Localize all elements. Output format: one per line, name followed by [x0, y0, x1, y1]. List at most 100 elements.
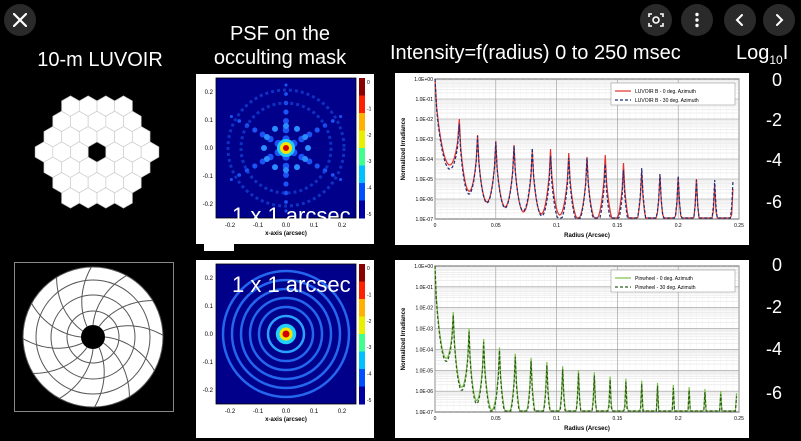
psf-x-label: x-axis (arcsec): [265, 417, 307, 423]
y-tick-label: 1.0E-05: [415, 368, 433, 374]
psf-core-red: [282, 330, 290, 338]
psf-ring-spot: [263, 156, 270, 162]
psf-spike-spot: [284, 200, 288, 204]
colorbar-band: [359, 316, 365, 335]
log-scale-top-1: -2: [765, 110, 782, 130]
chevron-right-icon: [776, 14, 784, 26]
intensity-chart-bottom-panel: 1.0E+00 1.0E-01 1.0E-02 1.0E-03 1.0E-04 1.0E-…: [395, 260, 749, 438]
x-tick-label: 0.15: [613, 223, 623, 229]
lens-button[interactable]: [640, 4, 672, 36]
aperture-spoke-6: [31, 303, 82, 338]
psf-bottom-panel: 0.2 0.1 0.0 -0.1 -0.2 -0.2 -0.1 0.0 0.1 0.2 x-axis…: [196, 260, 374, 438]
legend-label-1: Pinwheel - 30 deg. Azimuth: [635, 285, 696, 291]
legend-label-1: LUVOIR B - 30 deg. Azimuth: [635, 98, 699, 104]
previous-button[interactable]: [724, 4, 756, 36]
colorbar-tick: -3: [367, 159, 372, 165]
psf-x-tick: 0.1: [310, 223, 319, 229]
aperture-obscuration: [81, 325, 105, 349]
y-tick-label: 1.0E-05: [415, 177, 433, 183]
log-scale-bottom: 0 -2 -4 -6: [752, 255, 792, 415]
colorbar-band: [359, 281, 365, 300]
log-scale-top: 0 -2 -4 -6: [752, 70, 792, 220]
psf-x-tick: -0.1: [253, 409, 264, 415]
aperture-spoke-7: [56, 277, 83, 332]
psf-frame: [215, 263, 357, 405]
psf-ring-spot: [261, 145, 267, 151]
x-tick-label: 0.25: [734, 223, 744, 229]
psf-ring-spot: [272, 125, 278, 132]
psf-ring-spot: [263, 134, 270, 140]
psf-x-tick: -0.2: [225, 223, 236, 229]
aperture-spoke-1: [103, 342, 130, 397]
close-button[interactable]: [4, 4, 36, 36]
psf-spike-spot: [284, 83, 288, 87]
psf-heading-line2: occulting mask: [213, 47, 347, 69]
pinwheel-aperture-panel: [14, 262, 174, 412]
aperture-spoke-5: [22, 338, 83, 349]
psf-ring-spot: [305, 145, 311, 151]
psf-spike-spot: [306, 131, 313, 138]
psf-y-tick: -0.1: [203, 360, 214, 366]
colorbar-band: [359, 130, 365, 149]
log-scale-top-2: -4: [765, 150, 782, 170]
log-scale-top-0: 0: [771, 70, 782, 90]
colorbar-band: [359, 334, 365, 352]
psf-y-tick: 0.0: [205, 146, 214, 152]
psf-airy-ring-3: [257, 305, 315, 363]
psf-spike-spot: [259, 158, 266, 165]
aperture-spoke-11: [103, 325, 164, 336]
next-button[interactable]: [763, 4, 795, 36]
colorbar-band: [359, 200, 365, 219]
series-line-1: [434, 78, 734, 219]
log-scale-top-3: -6: [765, 192, 782, 212]
y-tick-label: 1.0E-03: [415, 137, 433, 143]
psf-spike-spot: [237, 119, 242, 123]
more-button[interactable]: [681, 4, 713, 36]
aperture-spoke-9: [92, 275, 127, 326]
psf-y-tick: -0.2: [203, 202, 214, 208]
psf-spike-spot: [283, 181, 289, 187]
psf-bottom-plot: 0.2 0.1 0.0 -0.1 -0.2 -0.2 -0.1 0.0 0.1 0.2 x-axis…: [203, 263, 372, 423]
psf-ring-spot: [302, 134, 309, 140]
log-prefix: Log: [736, 42, 770, 64]
colorbar-tick: -1: [367, 106, 372, 112]
psf-spike-spot: [283, 109, 289, 115]
legend-box: [610, 82, 736, 106]
psf-spike-spot: [330, 119, 335, 123]
psf-core-red: [283, 145, 289, 151]
psf-y-tick: 0.2: [205, 90, 214, 96]
psf-spike-spot: [237, 173, 242, 177]
psf-ring-spot: [294, 125, 300, 132]
y-axis-label: Normalized Irradiance: [401, 307, 407, 370]
psf-y-tick: 0.1: [205, 118, 214, 124]
x-tick-label: 0: [434, 416, 437, 422]
colorbar-band: [359, 95, 365, 114]
close-icon: [12, 12, 28, 28]
y-tick-label: 1.0E-02: [415, 306, 433, 312]
psf-spike-spot: [339, 114, 343, 119]
y-tick-label: 1.0E+00: [414, 264, 433, 270]
intensity-chart-bottom: 1.0E+00 1.0E-01 1.0E-02 1.0E-03 1.0E-04 1.0E-…: [401, 264, 744, 432]
psf-x-tick: 0.2: [338, 409, 347, 415]
colorbar-tick: 0: [367, 80, 370, 86]
chevron-left-icon: [735, 14, 743, 26]
psf-y-tick: 0.2: [205, 276, 214, 282]
more-icon: [695, 12, 699, 28]
colorbar-tick: 0: [367, 266, 370, 272]
colorbar-band: [359, 165, 365, 184]
psf-spike-spot: [229, 177, 233, 182]
colorbar-tick: -2: [367, 133, 372, 139]
x-axis-label: Radius (Arcsec): [564, 426, 610, 432]
psf-top-corner: [204, 237, 234, 251]
aperture-ring-0: [66, 310, 120, 364]
psf-top-panel: 0.2 0.1 0.0 -0.1 -0.2 -0.2 -0.1 0.0 0.1 0.2 x-axis…: [196, 74, 374, 244]
x-tick-label: 0.15: [613, 416, 623, 422]
intensity-chart-top-panel: 1.0E+00 1.0E-01 1.0E-02 1.0E-03 1.0E-04 1.0E-…: [395, 73, 749, 245]
psf-y-tick: 0.0: [205, 332, 214, 338]
log-scale-bottom-0: 0: [771, 255, 782, 275]
x-tick-label: 0: [434, 223, 437, 229]
psf-spike-spot: [314, 163, 320, 169]
psf-spike-spot: [284, 209, 288, 213]
legend-label-0: LUVOIR B - 0 deg. Azimuth: [635, 89, 696, 95]
y-tick-label: 1.0E-02: [415, 117, 433, 123]
